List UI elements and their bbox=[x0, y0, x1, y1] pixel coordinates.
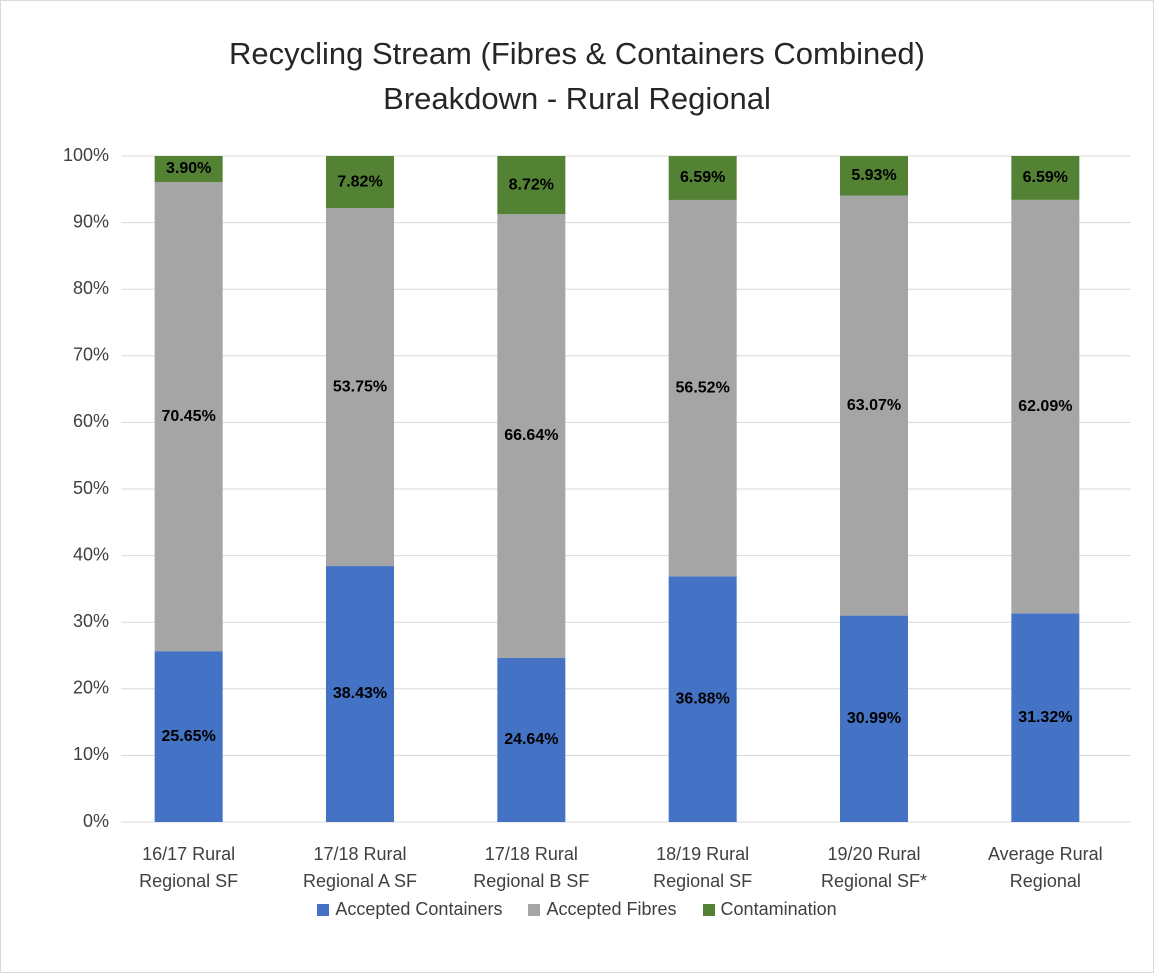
x-tick-label: 17/18 Rural Regional A SF bbox=[302, 844, 418, 891]
data-label: 36.88% bbox=[676, 690, 730, 707]
y-tick-label: 100% bbox=[63, 145, 109, 165]
x-tick-label: 17/18 Rural Regional B SF bbox=[473, 844, 590, 891]
bar-segment bbox=[497, 657, 566, 822]
bar-segment bbox=[668, 199, 737, 577]
x-tick-label: 19/20 Rural Regional SF* bbox=[820, 844, 928, 891]
legend-item: Contamination bbox=[702, 899, 837, 920]
bar-segment bbox=[326, 566, 394, 822]
legend: Accepted Containers Accepted Fibres Contam… bbox=[1, 899, 1153, 920]
y-tick-label: 50% bbox=[73, 478, 109, 498]
y-tick-label: 30% bbox=[73, 611, 109, 631]
bar-segment bbox=[840, 195, 908, 616]
bar-segment bbox=[1011, 613, 1080, 822]
y-tick-label: 60% bbox=[73, 411, 109, 431]
x-tick-label: 16/17 Rural Regional SF bbox=[139, 844, 239, 891]
legend-label: Accepted Fibres bbox=[546, 899, 677, 919]
bar-segment bbox=[497, 214, 566, 658]
legend-item: Accepted Containers bbox=[317, 899, 502, 920]
chart-title: Recycling Stream (Fibres & Containers Co… bbox=[228, 36, 926, 116]
legend-swatch bbox=[317, 903, 330, 916]
data-label: 7.82% bbox=[337, 173, 382, 190]
data-label: 24.64% bbox=[504, 731, 558, 748]
data-label: 8.72% bbox=[509, 176, 554, 193]
data-label: 6.59% bbox=[1023, 169, 1068, 186]
legend-label: Contamination bbox=[720, 899, 837, 919]
bar-segment bbox=[1011, 199, 1080, 614]
legend-label: Accepted Containers bbox=[335, 899, 503, 919]
bar-segment bbox=[1011, 156, 1080, 200]
data-label: 53.75% bbox=[333, 378, 387, 395]
y-tick-label: 20% bbox=[73, 678, 109, 698]
bar-segment bbox=[668, 576, 737, 822]
data-label: 70.45% bbox=[162, 408, 216, 425]
data-label: 63.07% bbox=[847, 397, 901, 414]
y-tick-label: 40% bbox=[73, 544, 109, 564]
y-tick-label: 70% bbox=[73, 345, 109, 365]
data-label: 3.90% bbox=[166, 160, 211, 177]
bar-segment bbox=[840, 156, 908, 196]
y-tick-label: 10% bbox=[73, 744, 109, 764]
bar-segment bbox=[154, 181, 223, 652]
y-tick-label: 90% bbox=[73, 211, 109, 231]
bar-segment bbox=[154, 651, 223, 822]
bar-segment bbox=[326, 156, 394, 209]
bar-segment bbox=[668, 156, 737, 200]
data-label: 6.59% bbox=[680, 169, 725, 186]
bar-segment bbox=[326, 208, 394, 567]
data-label: 56.52% bbox=[676, 379, 730, 396]
legend-swatch bbox=[528, 903, 541, 916]
bar-segment bbox=[497, 156, 566, 215]
data-label: 66.64% bbox=[504, 427, 558, 444]
data-label: 5.93% bbox=[851, 167, 896, 184]
data-label: 38.43% bbox=[333, 685, 387, 702]
data-label: 31.32% bbox=[1018, 709, 1072, 726]
data-label: 62.09% bbox=[1018, 398, 1072, 415]
bar-segment bbox=[840, 615, 908, 822]
legend-swatch bbox=[702, 903, 715, 916]
legend-item: Accepted Fibres bbox=[528, 899, 677, 920]
y-tick-label: 0% bbox=[83, 811, 109, 831]
x-tick-label: 18/19 Rural Regional SF bbox=[653, 844, 753, 891]
bar-segment bbox=[154, 156, 223, 182]
x-tick-label: Average Rural Regional bbox=[987, 844, 1103, 891]
y-tick-label: 80% bbox=[73, 278, 109, 298]
data-label: 30.99% bbox=[847, 710, 901, 727]
data-label: 25.65% bbox=[162, 728, 216, 745]
